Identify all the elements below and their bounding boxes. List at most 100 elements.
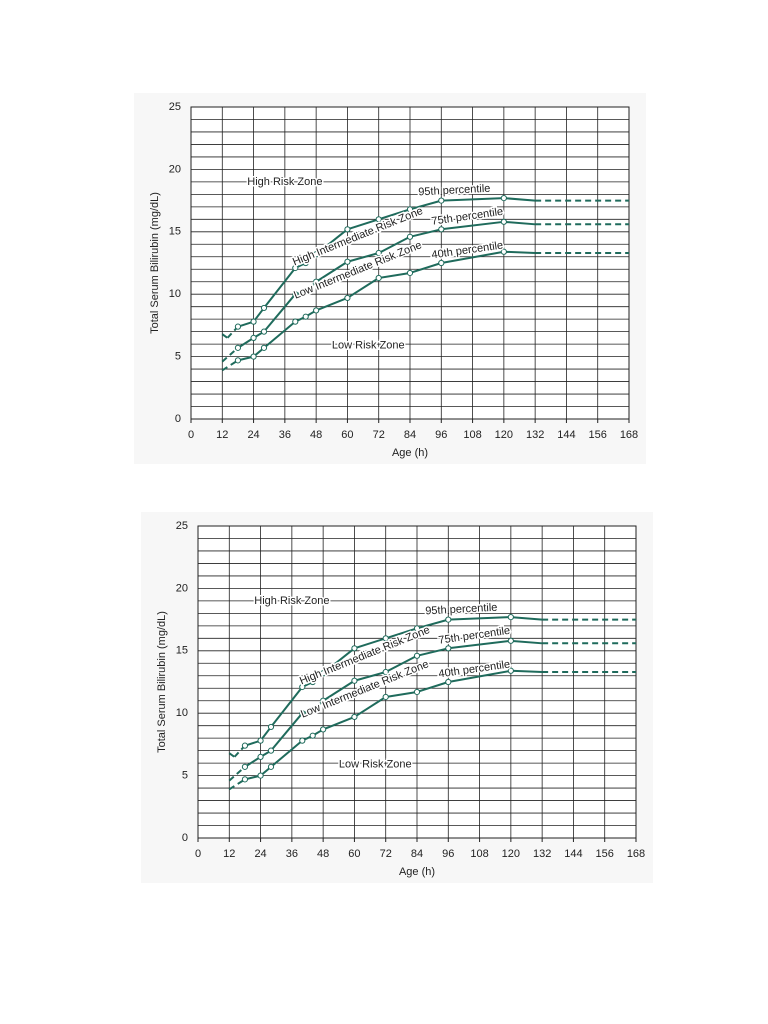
data-point bbox=[292, 318, 299, 325]
percentile-segment bbox=[503, 197, 536, 202]
data-point bbox=[438, 259, 445, 267]
data-point bbox=[413, 625, 421, 632]
x-tick-label: 156 bbox=[596, 848, 614, 860]
percentile-segment bbox=[416, 647, 449, 657]
percentile-label: 95th percentile bbox=[418, 183, 491, 199]
percentile-segment bbox=[228, 752, 236, 758]
x-tick-label: 60 bbox=[341, 429, 353, 441]
data-point bbox=[309, 732, 316, 739]
data-point bbox=[500, 195, 507, 202]
y-tick-label: 0 bbox=[182, 832, 188, 844]
x-tick-label: 108 bbox=[463, 429, 481, 441]
data-point bbox=[507, 614, 514, 621]
data-point bbox=[250, 353, 257, 360]
data-point bbox=[500, 218, 507, 225]
data-point bbox=[241, 776, 249, 783]
x-tick-label: 12 bbox=[216, 429, 228, 441]
y-axis-label: Total Serum Bilirubin (mg/dL) bbox=[156, 611, 168, 753]
data-point bbox=[320, 726, 327, 733]
percentile-segment bbox=[416, 618, 449, 630]
data-point bbox=[413, 688, 421, 696]
data-point bbox=[375, 216, 382, 223]
data-point bbox=[257, 772, 264, 779]
data-point bbox=[241, 742, 249, 749]
percentile-segment bbox=[510, 616, 543, 621]
x-tick-label: 72 bbox=[373, 429, 385, 441]
data-point bbox=[438, 226, 445, 233]
data-point bbox=[320, 670, 327, 677]
percentile-segment bbox=[385, 627, 418, 640]
data-point bbox=[413, 652, 421, 659]
percentile-segment bbox=[441, 220, 504, 231]
data-point bbox=[267, 747, 275, 754]
data-point bbox=[299, 683, 306, 691]
x-tick-label: 168 bbox=[627, 848, 645, 860]
data-point bbox=[351, 677, 358, 684]
x-tick-label: 0 bbox=[195, 848, 201, 860]
x-tick-label: 168 bbox=[620, 429, 638, 441]
data-point bbox=[382, 668, 389, 676]
data-point bbox=[382, 693, 389, 701]
percentile-segment bbox=[354, 637, 387, 650]
percentile-segment bbox=[270, 686, 304, 728]
data-point bbox=[500, 248, 507, 255]
percentile-segment bbox=[322, 647, 356, 675]
x-tick-label: 120 bbox=[495, 429, 513, 441]
x-tick-label: 60 bbox=[348, 848, 360, 860]
percentile-segment bbox=[409, 228, 442, 238]
data-point bbox=[351, 645, 358, 652]
data-point bbox=[320, 697, 327, 704]
y-tick-label: 25 bbox=[176, 520, 188, 532]
percentile-segment bbox=[270, 712, 304, 752]
x-tick-label: 96 bbox=[435, 429, 447, 441]
percentile-segment bbox=[354, 671, 386, 682]
y-tick-label: 15 bbox=[176, 645, 188, 657]
x-tick-label: 84 bbox=[411, 848, 423, 860]
data-point bbox=[309, 707, 316, 714]
x-tick-label: 120 bbox=[502, 848, 520, 860]
x-tick-label: 48 bbox=[317, 848, 329, 860]
data-point bbox=[260, 328, 268, 335]
data-point bbox=[382, 635, 389, 642]
percentile-segment bbox=[416, 681, 449, 693]
data-point bbox=[344, 258, 351, 265]
data-point bbox=[313, 307, 320, 314]
percentile-segment bbox=[322, 716, 355, 731]
percentile-segment bbox=[378, 208, 411, 221]
percentile-segment bbox=[315, 260, 348, 283]
x-tick-label: 132 bbox=[533, 848, 551, 860]
percentile-segment bbox=[347, 252, 379, 263]
data-point bbox=[234, 344, 242, 351]
data-point bbox=[375, 274, 382, 282]
data-point bbox=[445, 678, 452, 686]
y-tick-label: 25 bbox=[169, 101, 181, 113]
x-tick-label: 24 bbox=[254, 848, 266, 860]
x-axis-label: Age (h) bbox=[399, 866, 435, 878]
percentile-segment bbox=[315, 297, 348, 312]
data-point bbox=[302, 313, 309, 320]
x-tick-label: 48 bbox=[310, 429, 322, 441]
y-tick-label: 0 bbox=[175, 413, 181, 425]
x-tick-label: 144 bbox=[564, 848, 582, 860]
data-point bbox=[267, 723, 275, 731]
chart: 0 5 10 15 20 25 0 12 24 36 48 60 72 84 96 108 120 132 144 1… bbox=[141, 512, 653, 883]
y-tick-label: 5 bbox=[175, 351, 181, 363]
zone-label: Low Risk Zone bbox=[339, 758, 412, 770]
data-point bbox=[302, 288, 309, 295]
data-point bbox=[445, 645, 452, 652]
x-tick-label: 36 bbox=[279, 429, 291, 441]
data-point bbox=[375, 249, 382, 257]
x-tick-label: 84 bbox=[404, 429, 416, 441]
y-axis-label: Total Serum Bilirubin (mg/dL) bbox=[149, 192, 161, 334]
percentile-segment bbox=[315, 228, 349, 256]
data-point bbox=[234, 323, 242, 330]
percentile-segment bbox=[510, 669, 543, 674]
percentile-segment bbox=[441, 250, 505, 264]
data-point bbox=[344, 294, 351, 302]
y-tick-label: 10 bbox=[169, 288, 181, 300]
data-point bbox=[313, 251, 320, 258]
data-point bbox=[260, 344, 268, 351]
data-point bbox=[260, 304, 268, 312]
percentile-segment bbox=[378, 271, 411, 279]
percentile-segment bbox=[221, 333, 229, 339]
